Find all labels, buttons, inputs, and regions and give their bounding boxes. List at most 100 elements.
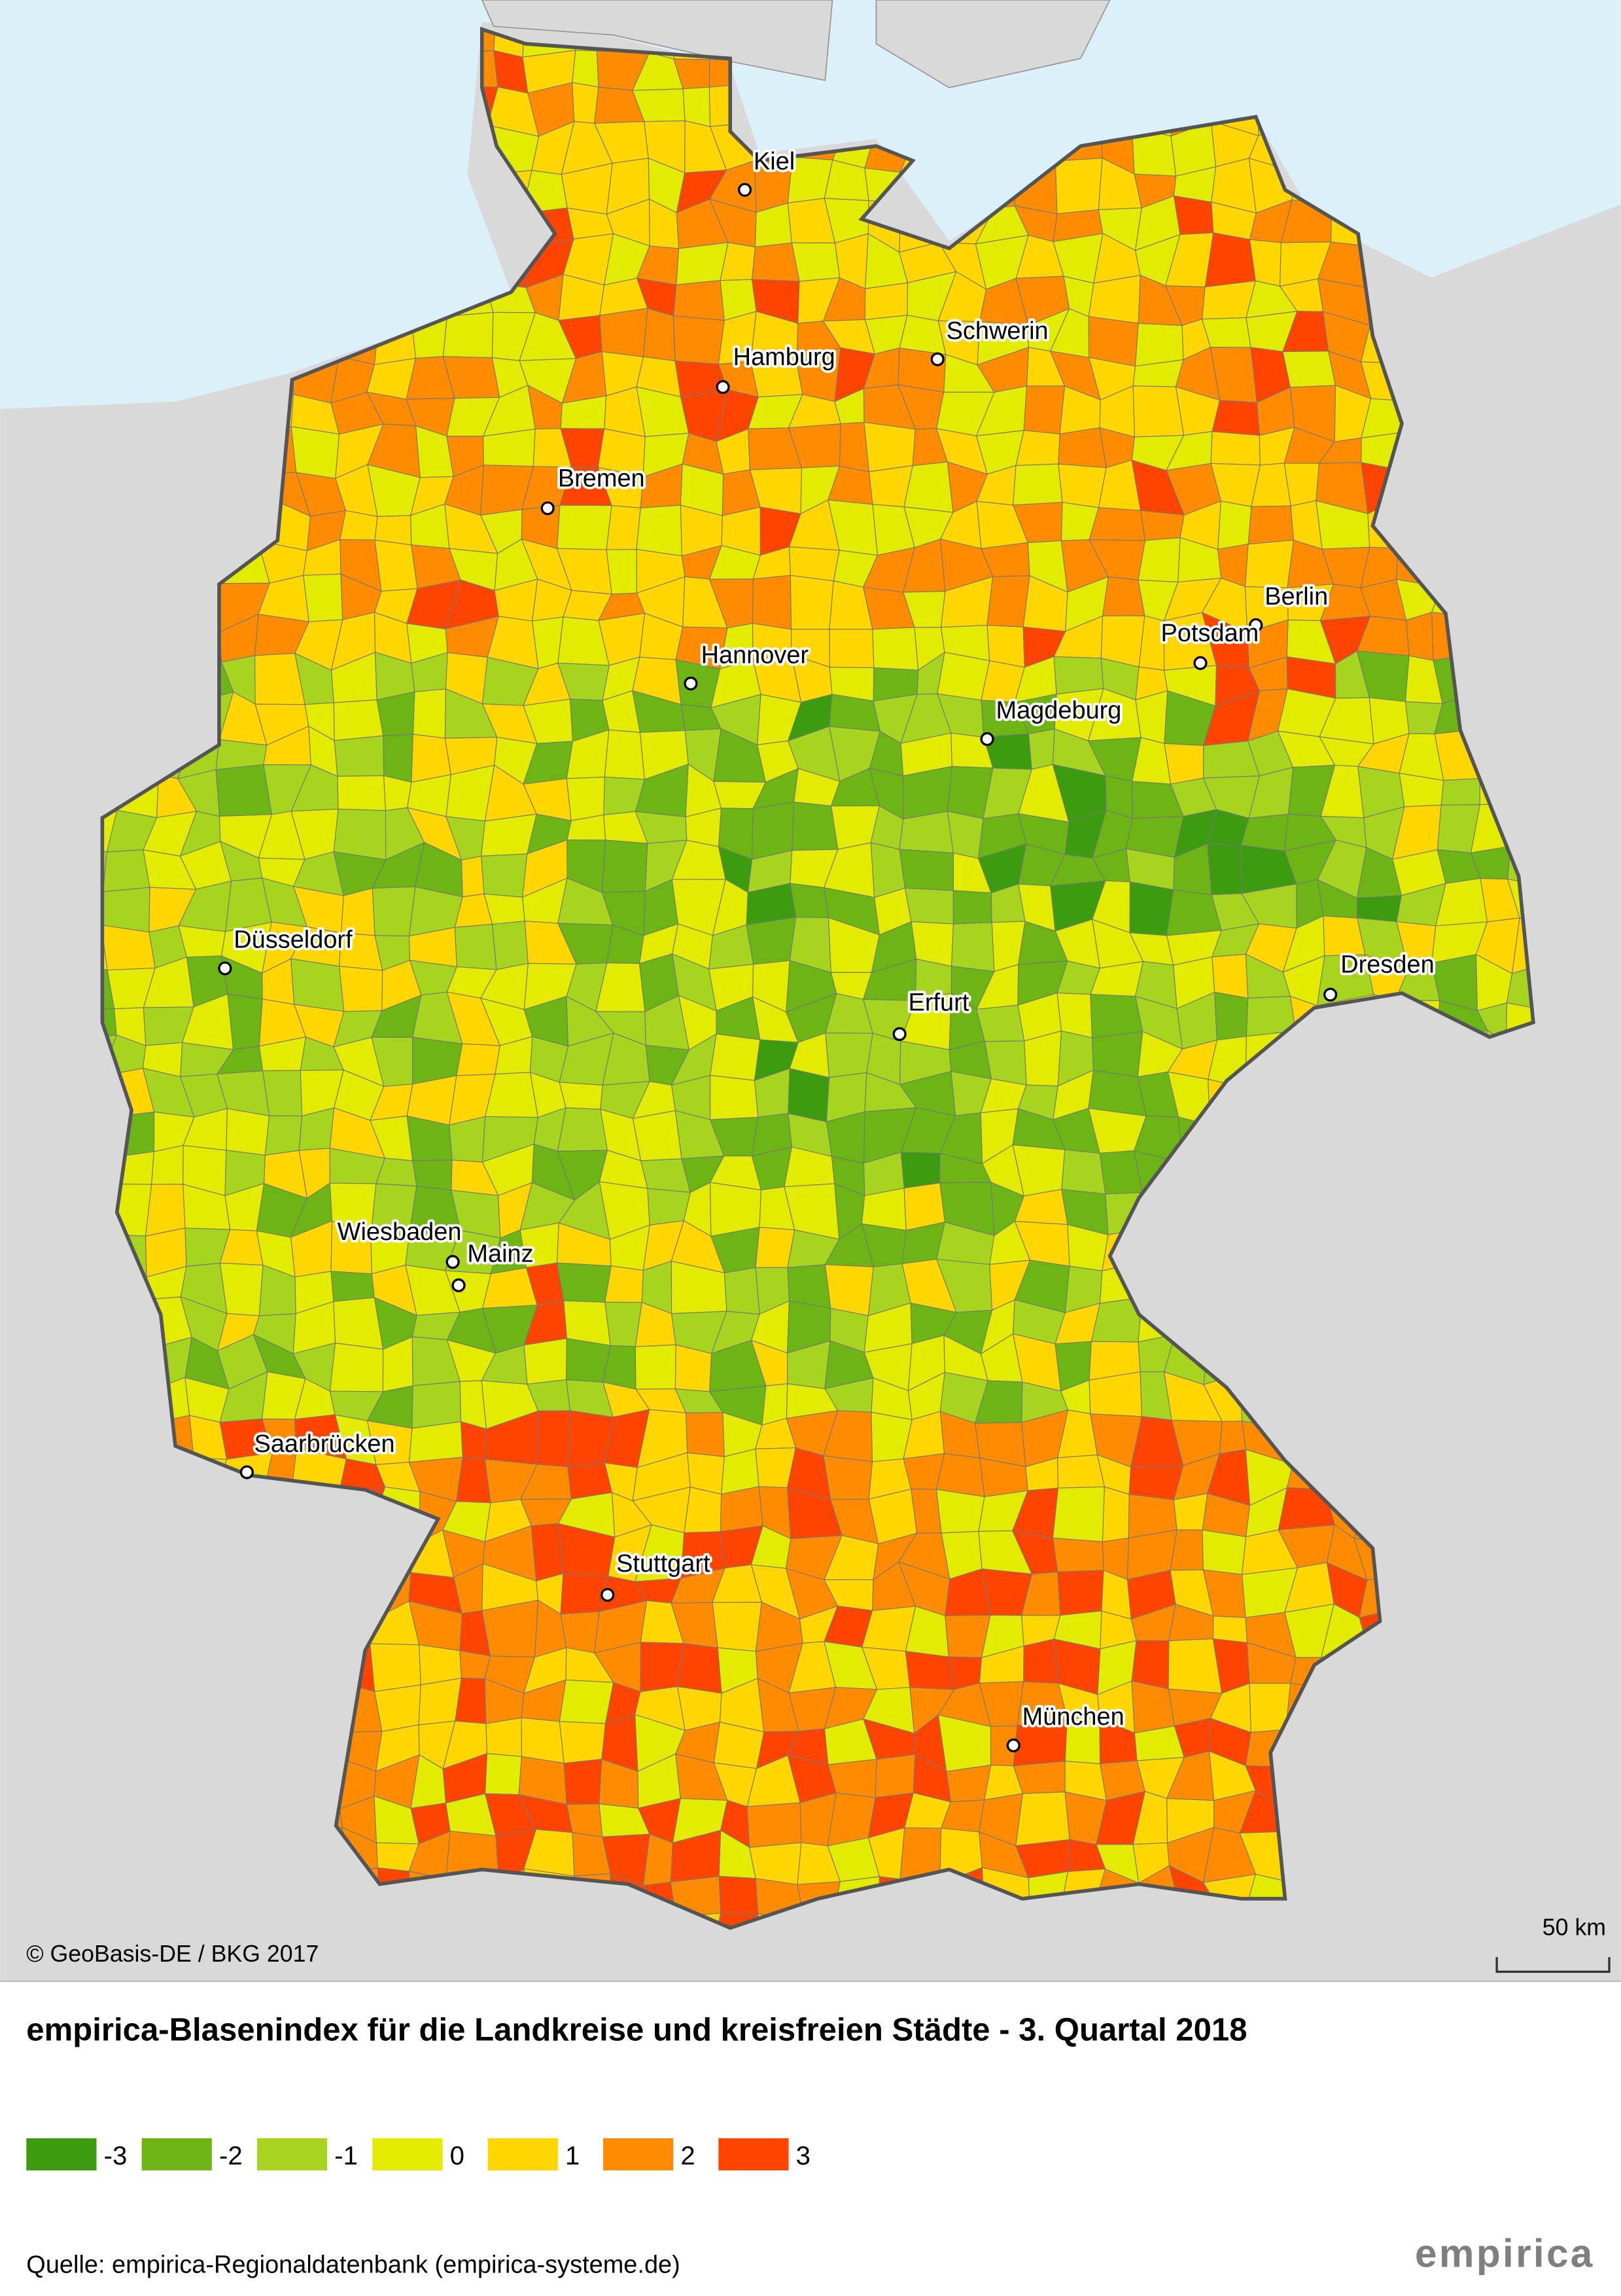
district [411,733,451,783]
city-label: Düsseldorf [234,927,353,954]
logo: empirica [1415,2231,1595,2275]
district [824,1264,874,1316]
district [1217,501,1252,550]
district [557,1107,608,1152]
district [947,811,984,859]
district [102,849,150,892]
legend-label: -1 [334,2141,358,2170]
city-marker [540,501,555,516]
district [952,890,992,925]
city-label: Hamburg [733,344,835,371]
district [1138,537,1181,583]
city-marker [239,1465,254,1479]
district [383,733,414,783]
district [1356,894,1403,923]
district [330,1271,375,1302]
district [863,421,916,472]
district [290,958,345,1012]
legend-swatch [603,2138,674,2171]
district [672,280,725,321]
district [337,775,387,811]
district [1282,351,1336,388]
city-label: Schwerin [947,317,1049,345]
city-label: Hannover [701,641,809,669]
district [709,1033,761,1081]
district [456,1043,500,1076]
district [599,308,648,357]
city-label: Erfurt [909,989,969,1017]
district [672,315,725,365]
district [677,1643,722,1694]
city-label: Dresden [1340,951,1434,979]
district [788,546,840,582]
district [905,1651,955,1690]
district [1247,505,1295,545]
district [523,1337,568,1385]
district [1406,612,1434,662]
district [1058,463,1107,508]
district [632,1110,682,1161]
district [226,1108,270,1156]
district [1089,1371,1143,1417]
district [408,1421,463,1463]
district [1210,431,1261,466]
city-marker [892,1027,907,1041]
district [1132,385,1185,438]
city-marker [218,961,232,976]
sea [0,0,1621,410]
district [1052,1538,1104,1572]
district [442,311,494,359]
district [674,1344,712,1392]
district [642,308,676,362]
district [290,426,340,479]
district [720,1486,763,1532]
district [682,86,711,128]
district [752,802,795,860]
district [746,1802,802,1848]
district [102,887,150,933]
city-marker [930,352,945,366]
district [788,1068,830,1123]
district [984,1040,1027,1086]
legend-label: 2 [680,2141,695,2170]
city-label: Potsdam [1161,620,1259,647]
district [1244,539,1295,588]
district [684,1487,722,1534]
district [1028,728,1055,770]
district [1091,1031,1143,1078]
district [145,1184,186,1237]
legend-swatch [26,2138,97,2171]
district [374,1684,421,1732]
city-marker [684,677,698,691]
district [790,574,834,630]
district [566,776,605,821]
district [227,993,263,1050]
district [411,1381,462,1429]
district [556,504,612,550]
district [829,629,875,669]
district [1134,323,1184,367]
district [604,729,645,780]
district [566,1337,611,1383]
district [481,853,528,898]
legend-label: 0 [450,2141,464,2170]
district [374,539,418,592]
district [950,922,995,972]
district [1173,195,1214,236]
district [751,242,800,282]
district [521,1717,565,1764]
district [1201,317,1251,348]
city-marker [980,732,994,747]
district [383,775,412,811]
city-label: München [1022,1703,1124,1731]
legend-swatch [141,2138,212,2171]
district [900,1152,941,1189]
district [1202,1529,1247,1575]
district [875,1754,916,1799]
district [1100,615,1145,668]
district [418,1678,462,1725]
title: empirica-Blasenindex für die Landkreise … [26,2012,1247,2047]
district [1053,656,1104,695]
city-label: Mainz [467,1241,533,1268]
